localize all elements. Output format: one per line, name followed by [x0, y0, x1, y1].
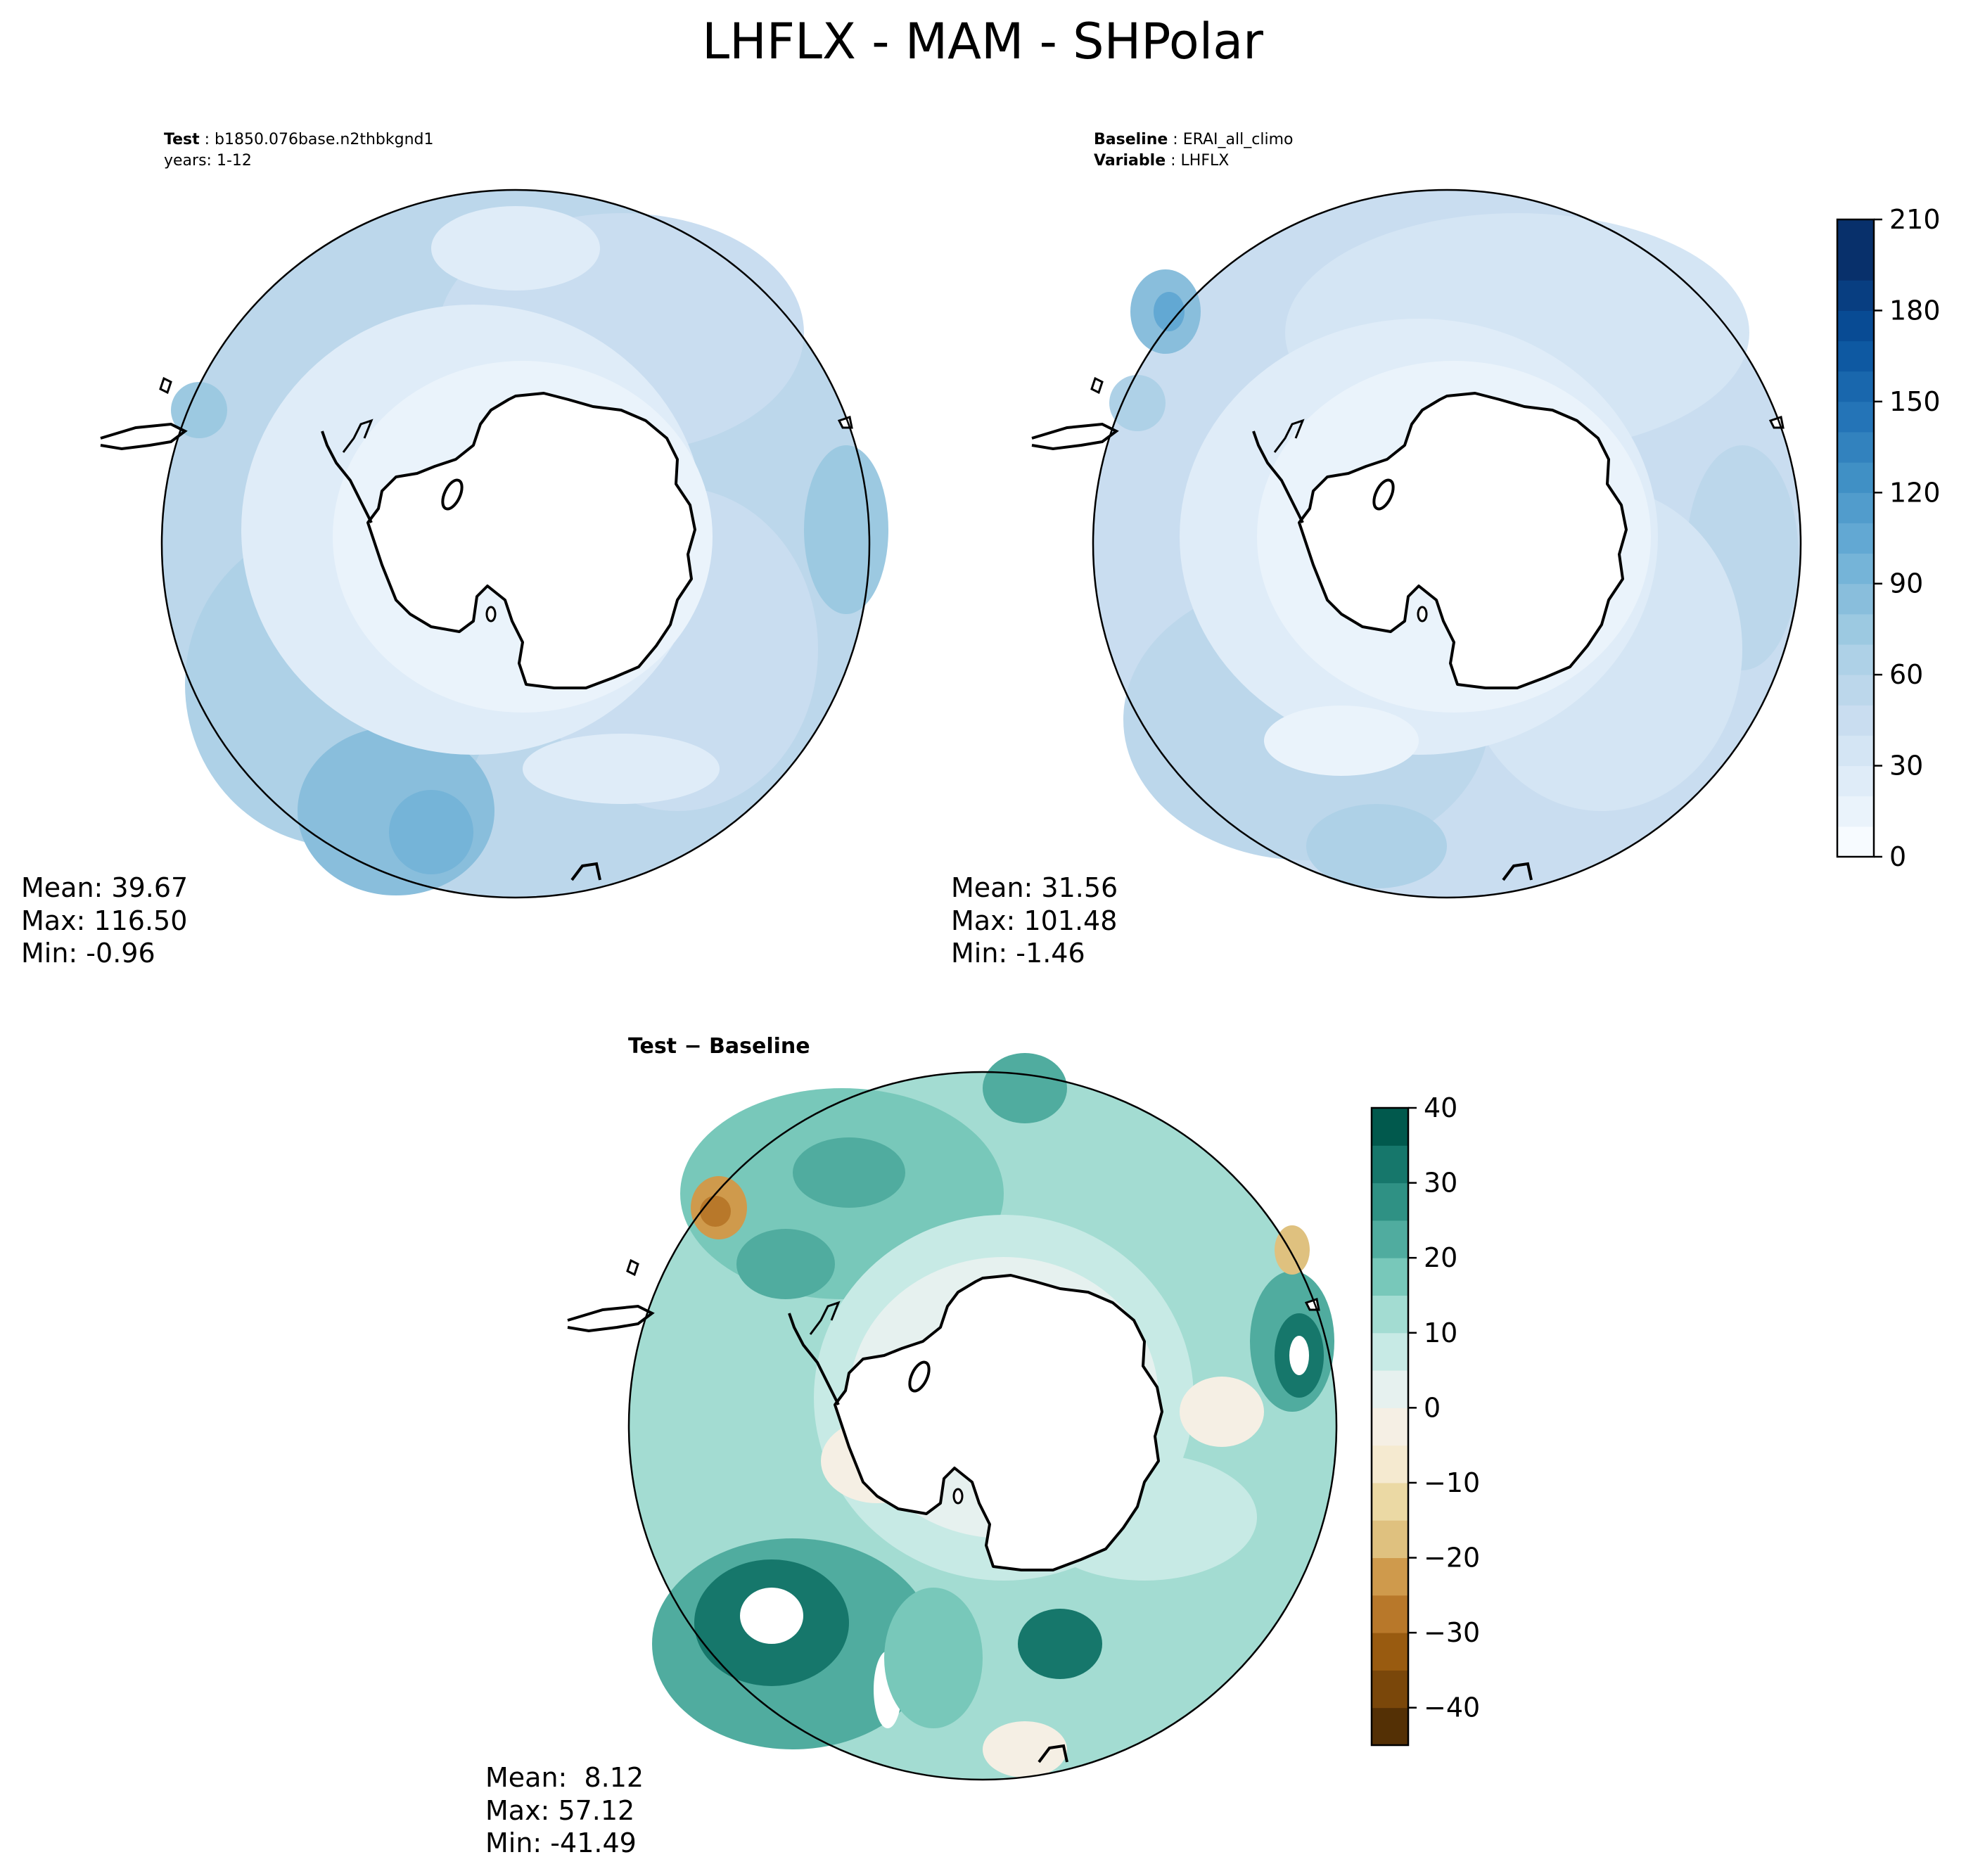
baseline-panel-header: Baseline : ERAI_all_climo [1094, 131, 1293, 148]
test-stat-mean: Mean: 39.67 [21, 872, 188, 903]
baseline-label: Baseline [1094, 131, 1168, 148]
diff-colorbar-fills [1372, 1108, 1408, 1746]
test-label-separator: : [200, 131, 215, 148]
test-case-name: b1850.076base.n2thbkgnd1 [215, 131, 433, 148]
diff-panel: Test − Baseline [485, 1034, 1338, 1858]
baseline-stat-mean: Mean: 31.56 [951, 872, 1118, 903]
diff-colorbar-tick-label: 30 [1424, 1168, 1457, 1199]
main-colorbar-band [1837, 553, 1874, 585]
diff-colorbar-band [1372, 1182, 1408, 1221]
baseline-stat-min: Min: -1.46 [951, 938, 1085, 969]
figure-title: LHFLX - MAM - SHPolar [702, 13, 1263, 70]
variable-label: Variable [1094, 152, 1166, 170]
baseline-panel: Baseline : ERAI_all_climo Variable : LHF… [951, 131, 1802, 969]
main-colorbar-band [1837, 492, 1874, 523]
main-colorbar-band [1837, 280, 1874, 311]
main-colorbar-band [1837, 826, 1874, 857]
main-colorbar-band [1837, 796, 1874, 827]
main-colorbar-tick-label: 0 [1889, 841, 1906, 872]
main-colorbar-tick-label: 30 [1889, 751, 1923, 781]
main-colorbar-band [1837, 675, 1874, 706]
main-colorbar-band [1837, 371, 1874, 402]
main-colorbar-tick-label: 210 [1889, 204, 1941, 235]
diff-colorbar-band [1372, 1482, 1408, 1521]
baseline-case-name: ERAI_all_climo [1183, 131, 1294, 148]
diff-colorbar-frame [1370, 1106, 1410, 1747]
diff-colorbar-tick-label: 40 [1424, 1092, 1457, 1123]
diff-stat-mean: Mean: 8.12 [485, 1762, 644, 1793]
baseline-label-separator: : [1168, 131, 1182, 148]
diff-colorbar-tick-label: −40 [1424, 1692, 1480, 1723]
diff-colorbar-band [1372, 1595, 1408, 1633]
diff-colorbar-band [1372, 1445, 1408, 1483]
main-colorbar-tick-label: 150 [1889, 386, 1941, 417]
main-colorbar: 0 30 60 90 120 150 180 210 [1836, 204, 1941, 872]
diff-stat-min: Min: -41.49 [485, 1827, 637, 1858]
diff-colorbar-tick-label: 0 [1424, 1392, 1441, 1423]
main-colorbar-band [1837, 765, 1874, 797]
diff-colorbar-band [1372, 1108, 1408, 1146]
diff-panel-title: Test − Baseline [628, 1034, 810, 1059]
diff-colorbar-band [1372, 1295, 1408, 1334]
main-colorbar-tick-label: 90 [1889, 568, 1923, 599]
diff-colorbar-tick-label: −30 [1424, 1617, 1480, 1648]
main-colorbar-band [1837, 462, 1874, 493]
test-panel: Test : b1850.076base.n2thbkgnd1 years: 1… [21, 131, 888, 969]
main-colorbar-tick-label: 120 [1889, 477, 1941, 508]
diff-colorbar-band [1372, 1670, 1408, 1709]
baseline-variable-line: Variable : LHFLX [1094, 152, 1229, 170]
variable-label-separator: : [1166, 152, 1180, 170]
main-colorbar-band [1837, 705, 1874, 736]
main-colorbar-band [1837, 340, 1874, 372]
main-colorbar-tick-label: 60 [1889, 659, 1923, 690]
main-colorbar-band [1837, 583, 1874, 615]
baseline-map [1030, 189, 1802, 899]
main-colorbar-fills [1837, 219, 1874, 857]
main-colorbar-tick-label: 180 [1889, 295, 1941, 326]
test-years: years: 1-12 [164, 152, 252, 170]
main-colorbar-band [1837, 735, 1874, 767]
test-map [99, 189, 888, 899]
baseline-stat-max: Max: 101.48 [951, 905, 1117, 936]
test-panel-header: Test : b1850.076base.n2thbkgnd1 [164, 131, 434, 148]
diff-colorbar-tick-label: 10 [1424, 1317, 1457, 1348]
main-colorbar-band [1837, 219, 1874, 250]
diff-colorbar-band [1372, 1220, 1408, 1258]
main-colorbar-band [1837, 523, 1874, 554]
diff-colorbar-band [1372, 1258, 1408, 1296]
diff-colorbar-band [1372, 1633, 1408, 1671]
test-label: Test [164, 131, 200, 148]
main-colorbar-band [1837, 613, 1874, 645]
diff-colorbar-tick-label: −20 [1424, 1543, 1480, 1574]
main-colorbar-ticks: 0 30 60 90 120 150 180 210 [1874, 204, 1941, 872]
test-stat-min: Min: -0.96 [21, 938, 155, 969]
diff-colorbar-band [1372, 1332, 1408, 1371]
diff-colorbar: −40 −30 −20 −10 0 10 20 30 40 [1370, 1092, 1480, 1747]
diff-colorbar-band [1372, 1370, 1408, 1408]
test-stat-max: Max: 116.50 [21, 905, 187, 936]
diff-colorbar-band [1372, 1520, 1408, 1559]
main-colorbar-band [1837, 401, 1874, 433]
diff-colorbar-tick-label: −10 [1424, 1467, 1480, 1498]
main-colorbar-band [1837, 644, 1874, 675]
diff-colorbar-tick-label: 20 [1424, 1242, 1457, 1273]
diff-stat-max: Max: 57.12 [485, 1795, 634, 1826]
main-colorbar-frame [1836, 218, 1875, 858]
diff-colorbar-band [1372, 1145, 1408, 1184]
diff-colorbar-ticks: −40 −30 −20 −10 0 10 20 30 40 [1408, 1092, 1480, 1723]
diff-colorbar-band [1372, 1408, 1408, 1446]
diff-map [566, 1053, 1338, 1781]
main-colorbar-band [1837, 250, 1874, 281]
variable-name: LHFLX [1181, 152, 1230, 170]
diff-colorbar-band [1372, 1557, 1408, 1596]
diff-colorbar-band [1372, 1707, 1408, 1746]
main-colorbar-band [1837, 310, 1874, 342]
main-colorbar-band [1837, 432, 1874, 463]
